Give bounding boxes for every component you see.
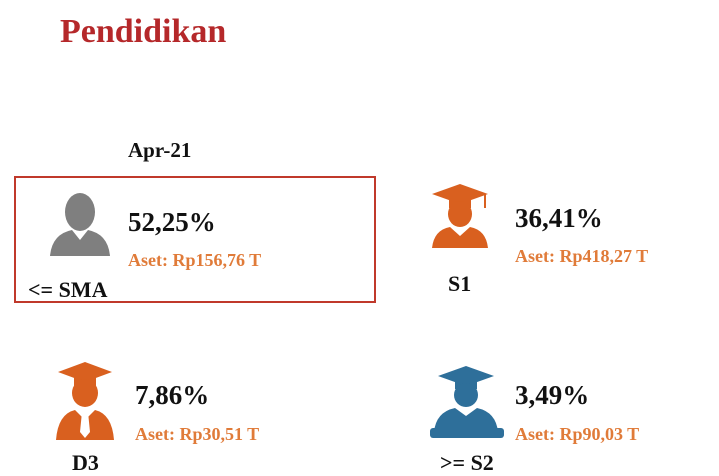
label: S1 <box>448 271 471 296</box>
icon-s2 <box>430 366 504 438</box>
icon-sma <box>50 193 110 256</box>
period: Apr-21 <box>128 138 191 162</box>
icon-s1 <box>432 184 488 248</box>
label: D3 <box>72 450 99 475</box>
highlight-box <box>14 176 376 303</box>
label: >= S2 <box>440 450 494 475</box>
asset: Aset: Rp418,27 T <box>515 246 648 266</box>
percent: 36,41% <box>515 203 603 233</box>
icon-d3 <box>56 362 114 440</box>
asset: Aset: Rp30,51 T <box>135 424 259 444</box>
asset: Aset: Rp156,76 T <box>128 250 261 270</box>
label: <= SMA <box>28 277 108 302</box>
title: Pendidikan <box>60 13 226 50</box>
asset: Aset: Rp90,03 T <box>515 424 639 444</box>
percent: 52,25% <box>128 207 216 237</box>
percent: 7,86% <box>135 380 209 410</box>
percent: 3,49% <box>515 380 589 410</box>
